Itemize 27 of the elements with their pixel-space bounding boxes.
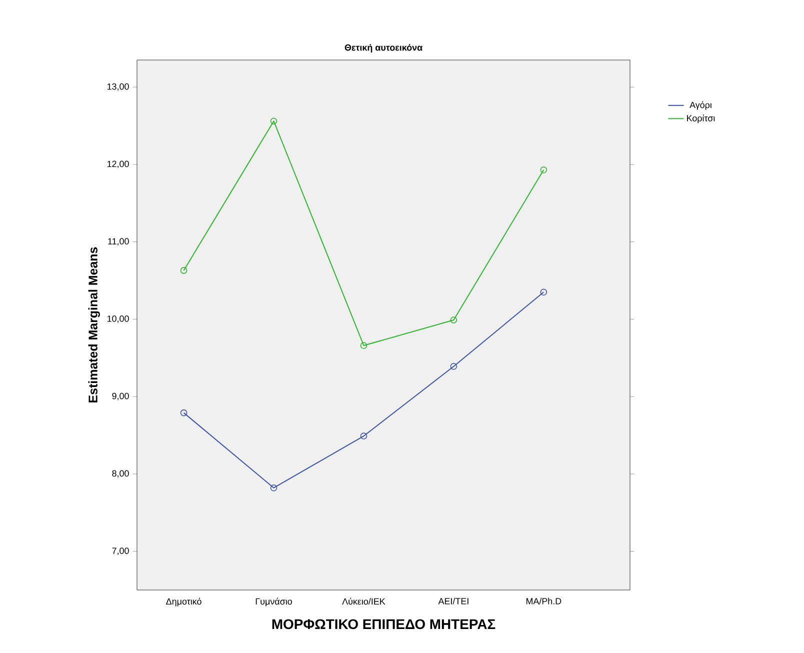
point xyxy=(360,342,368,349)
x-tick-label: Γυμνάσιο xyxy=(256,598,292,606)
point xyxy=(540,166,548,174)
point xyxy=(540,288,548,296)
y-tick-label: 10,00 xyxy=(107,315,129,323)
chart-title: Θετική αυτοεικόνα xyxy=(344,44,422,52)
point xyxy=(450,363,458,370)
point xyxy=(360,432,368,440)
point xyxy=(450,316,458,324)
legend-label: Κορίτσι xyxy=(687,114,715,124)
x-tick-label: Λύκειο/ΙΕΚ xyxy=(342,598,386,605)
x-axis-title: ΜΟΡΦΩΤΙΚΟ ΕΠΙΠΕΔΟ ΜΗΤΕΡΑΣ xyxy=(272,619,496,630)
x-tick-label: ΑΕΙ/ΤΕΙ xyxy=(438,598,468,604)
x-tick-label: Δημοτικό xyxy=(166,598,202,606)
x-tick-label: MA/Ph.D xyxy=(526,598,562,604)
y-tick-label: 12,00 xyxy=(107,160,129,168)
y-tick-label: 13,00 xyxy=(107,83,129,91)
y-tick-label: 7,00 xyxy=(112,548,129,556)
y-axis-title: Estimated Marginal Means xyxy=(88,247,100,402)
y-tick-label: 8,00 xyxy=(112,470,129,478)
y-tick-label: 9,00 xyxy=(112,392,129,400)
point xyxy=(270,484,278,492)
point xyxy=(180,267,188,274)
legend-label: Αγόρι xyxy=(690,101,712,110)
point xyxy=(270,118,278,125)
y-tick-label: 11,00 xyxy=(108,238,129,246)
point xyxy=(180,409,188,416)
